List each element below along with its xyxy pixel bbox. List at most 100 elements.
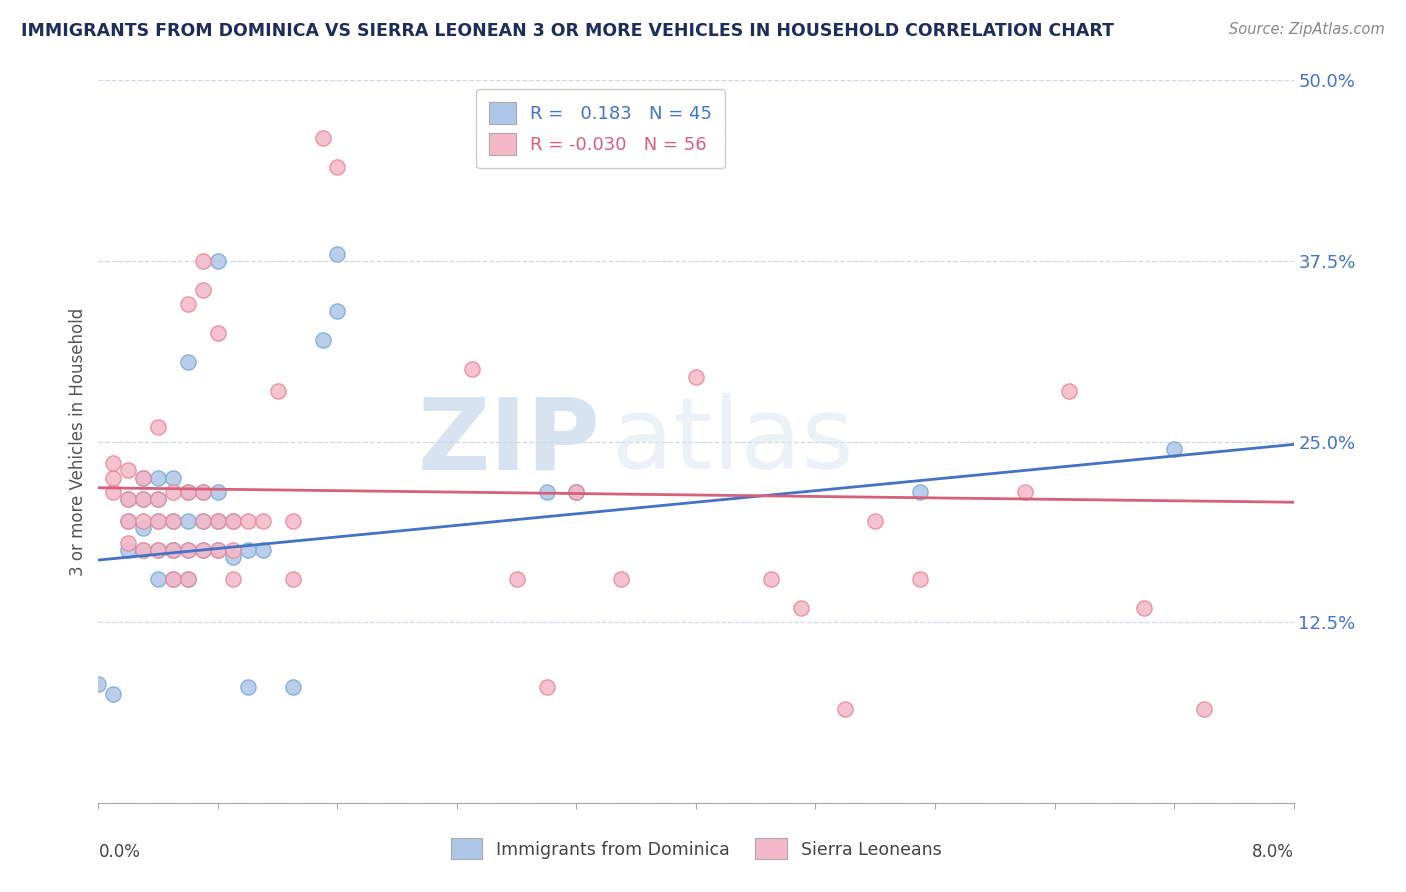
Point (222, 572, 245, 586)
Point (1133, 600, 1156, 615)
Point (207, 514, 229, 528)
Point (311, 334, 333, 348)
Point (162, 572, 184, 586)
Point (207, 542, 229, 557)
Point (281, 680, 304, 694)
Point (162, 572, 184, 586)
Point (759, 572, 782, 586)
Point (1192, 702, 1215, 716)
Point (132, 492, 155, 507)
Point (162, 542, 184, 557)
Point (132, 470, 155, 484)
Point (162, 514, 184, 528)
Point (236, 680, 259, 694)
Point (117, 542, 139, 557)
Point (207, 253, 229, 268)
Point (222, 514, 245, 528)
Point (117, 492, 139, 507)
Point (162, 485, 184, 500)
Point (132, 492, 155, 507)
Point (148, 542, 170, 557)
Point (908, 572, 931, 586)
Point (207, 326, 229, 340)
Point (326, 304, 349, 318)
Point (117, 463, 139, 477)
Text: atlas: atlas (613, 393, 853, 490)
Point (87, 677, 110, 691)
Point (132, 542, 155, 557)
Point (103, 456, 125, 470)
Point (610, 572, 633, 586)
Point (148, 492, 170, 507)
Point (565, 485, 588, 500)
Point (1163, 442, 1185, 456)
Point (565, 485, 588, 500)
Point (148, 514, 170, 528)
Point (207, 542, 229, 557)
Point (191, 542, 214, 557)
Legend: Immigrants from Dominica, Sierra Leoneans: Immigrants from Dominica, Sierra Leonean… (444, 831, 948, 866)
Point (177, 542, 200, 557)
Point (222, 550, 245, 565)
Point (162, 542, 184, 557)
Point (536, 485, 558, 500)
Text: 0.0%: 0.0% (98, 843, 141, 861)
Point (117, 492, 139, 507)
Point (103, 470, 125, 484)
Point (236, 542, 259, 557)
Point (132, 521, 155, 535)
Point (148, 492, 170, 507)
Point (207, 514, 229, 528)
Point (252, 514, 274, 528)
Text: Source: ZipAtlas.com: Source: ZipAtlas.com (1229, 22, 1385, 37)
Point (281, 514, 304, 528)
Point (177, 572, 200, 586)
Point (1014, 485, 1036, 500)
Point (326, 160, 349, 174)
Point (191, 283, 214, 297)
Point (177, 572, 200, 586)
Point (191, 253, 214, 268)
Point (834, 702, 856, 716)
Point (565, 485, 588, 500)
Point (191, 514, 214, 528)
Point (506, 572, 529, 586)
Point (162, 514, 184, 528)
Point (177, 355, 200, 369)
Point (148, 542, 170, 557)
Point (177, 542, 200, 557)
Point (117, 514, 139, 528)
Point (148, 470, 170, 484)
Point (461, 362, 484, 376)
Point (536, 680, 558, 694)
Point (132, 542, 155, 557)
Point (177, 485, 200, 500)
Point (252, 542, 274, 557)
Point (191, 542, 214, 557)
Point (326, 246, 349, 260)
Point (148, 420, 170, 434)
Point (177, 485, 200, 500)
Point (236, 514, 259, 528)
Point (177, 514, 200, 528)
Point (162, 470, 184, 484)
Point (267, 384, 290, 398)
Point (191, 485, 214, 500)
Point (177, 297, 200, 311)
Point (1059, 384, 1081, 398)
Point (132, 470, 155, 484)
Point (191, 514, 214, 528)
Point (117, 535, 139, 549)
Point (117, 514, 139, 528)
Point (685, 369, 707, 384)
Point (865, 514, 887, 528)
Point (132, 514, 155, 528)
Point (162, 542, 184, 557)
Point (103, 687, 125, 701)
Point (191, 485, 214, 500)
Point (103, 485, 125, 500)
Point (207, 485, 229, 500)
Y-axis label: 3 or more Vehicles in Household: 3 or more Vehicles in Household (69, 308, 87, 575)
Point (311, 131, 333, 145)
Text: ZIP: ZIP (418, 393, 600, 490)
